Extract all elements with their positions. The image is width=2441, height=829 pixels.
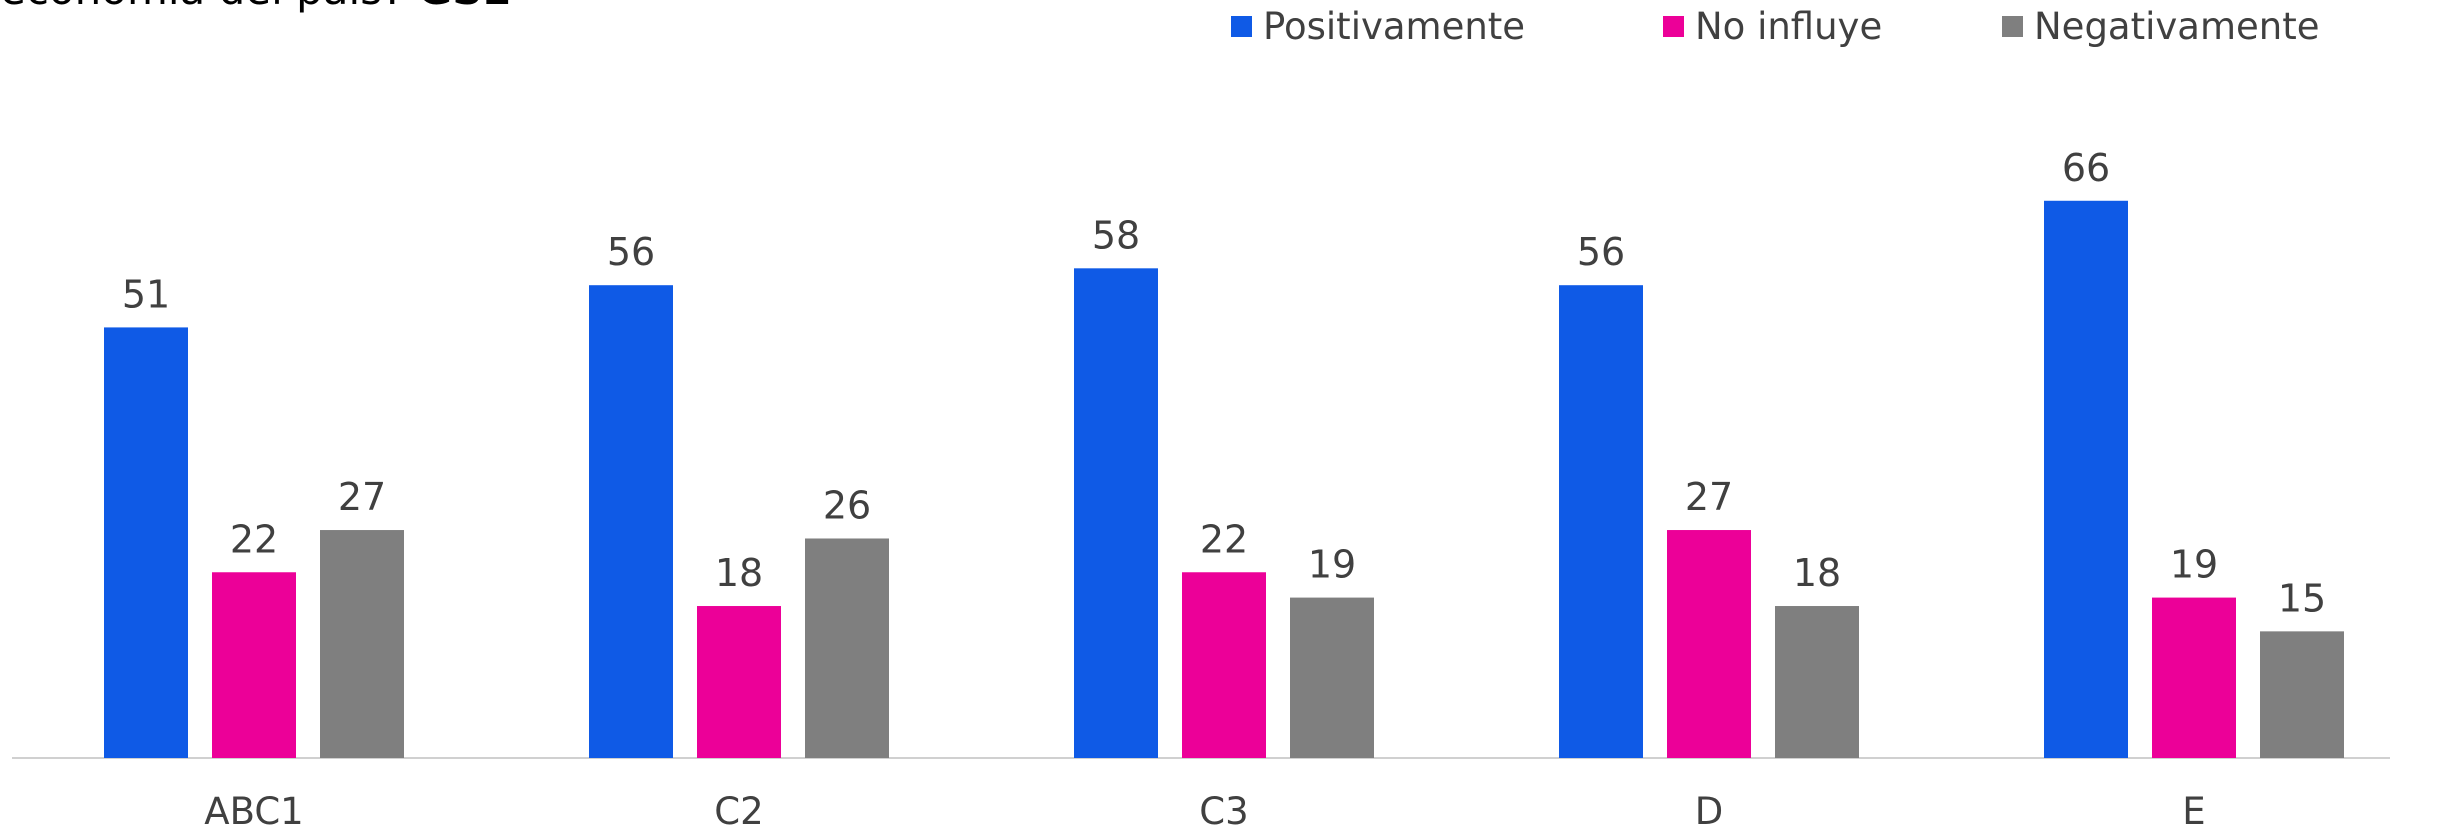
- data-label: 56: [607, 230, 655, 274]
- legend-swatch: [1231, 16, 1252, 37]
- title-text: economía del país?: [0, 0, 404, 14]
- bar: [1775, 606, 1859, 758]
- x-tick-label: D: [1695, 790, 1724, 829]
- data-label: 22: [1200, 517, 1248, 561]
- data-label: 66: [2062, 146, 2110, 190]
- legend-label: No influye: [1695, 5, 1882, 48]
- legend-label: Positivamente: [1263, 5, 1525, 48]
- bar: [1667, 530, 1751, 758]
- data-label: 22: [230, 517, 278, 561]
- legend-label: Negativamente: [2034, 5, 2320, 48]
- bar: [697, 606, 781, 758]
- bar: [2044, 200, 2128, 758]
- bar: [1290, 597, 1374, 758]
- bar: [2260, 631, 2344, 758]
- title-emphasis: GSE: [418, 0, 511, 14]
- data-label: 26: [823, 483, 871, 527]
- legend-swatch: [2002, 16, 2023, 37]
- bar: [2152, 597, 2236, 758]
- data-label: 27: [338, 475, 386, 519]
- data-label: 18: [715, 551, 763, 595]
- x-tick-label: ABC1: [204, 790, 303, 829]
- data-label: 18: [1793, 551, 1841, 595]
- data-label: 58: [1092, 213, 1140, 257]
- x-tick-label: C2: [714, 790, 763, 829]
- data-label: 56: [1577, 230, 1625, 274]
- bar: [805, 538, 889, 758]
- x-tick-label: E: [2182, 790, 2205, 829]
- data-label: 51: [122, 272, 170, 316]
- chart-title: economía del país? GSE: [0, 0, 511, 14]
- bar: [1559, 285, 1643, 758]
- bar: [104, 327, 188, 758]
- data-label: 19: [1308, 543, 1356, 587]
- bar: [1074, 268, 1158, 758]
- bar: [320, 530, 404, 758]
- data-label: 15: [2278, 576, 2326, 620]
- data-label: 27: [1685, 475, 1733, 519]
- data-label: 19: [2170, 543, 2218, 587]
- bar: [589, 285, 673, 758]
- bar: [212, 572, 296, 758]
- x-tick-label: C3: [1199, 790, 1248, 829]
- bar: [1182, 572, 1266, 758]
- legend-swatch: [1663, 16, 1684, 37]
